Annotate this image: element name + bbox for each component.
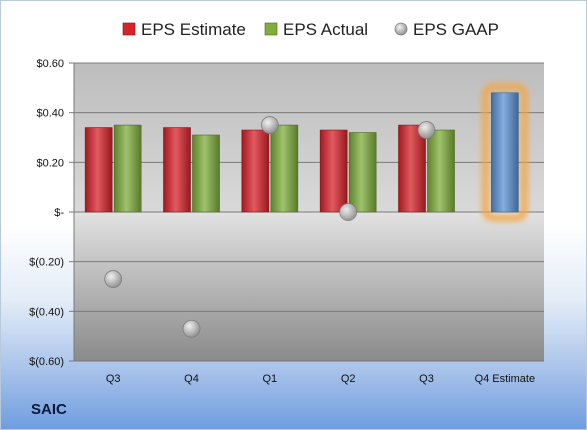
gaap-markers xyxy=(104,116,436,338)
bar-eps-estimate xyxy=(84,127,113,213)
x-category-label: Q4 Estimate xyxy=(475,373,536,385)
bar-q4-estimate xyxy=(491,92,519,213)
eps-gaap-marker xyxy=(182,319,201,338)
y-tick-label: $(0.60) xyxy=(29,356,64,368)
y-tick-label: $0.60 xyxy=(36,58,64,70)
bar-eps-actual xyxy=(192,134,220,213)
bar-eps-estimate xyxy=(398,124,426,213)
x-category-label: Q4 xyxy=(184,373,199,385)
estimate-glow xyxy=(481,83,528,222)
legend-label-eps-gaap: EPS GAAP xyxy=(413,20,499,39)
y-tick-label: $(0.20) xyxy=(29,257,64,269)
y-axis-ticks: $0.60 $0.40 $0.20 $- $(0.20) $(0.40) $(0.60) xyxy=(29,58,74,368)
bar-eps-estimate xyxy=(319,129,348,213)
company-label: SAIC xyxy=(31,401,67,418)
bar-eps-actual xyxy=(113,124,142,213)
eps-gaap-marker xyxy=(417,121,436,139)
y-tick-label: $- xyxy=(54,207,64,219)
x-category-label: Q2 xyxy=(341,373,356,385)
bars xyxy=(84,83,528,222)
legend: EPS Estimate EPS Actual EPS GAAP xyxy=(122,20,499,39)
eps-gaap-marker xyxy=(104,270,123,288)
legend-label-eps-actual: EPS Actual xyxy=(283,20,368,39)
x-category-label: Q3 xyxy=(419,373,434,385)
y-tick-label: $(0.40) xyxy=(29,306,64,318)
eps-gaap-marker xyxy=(339,203,358,221)
bar-eps-estimate xyxy=(241,129,270,213)
bar-eps-actual xyxy=(427,129,455,213)
legend-swatch-eps-actual xyxy=(264,22,278,36)
eps-gaap-marker xyxy=(260,116,279,134)
bar-eps-actual xyxy=(270,124,299,213)
legend-label-eps-estimate: EPS Estimate xyxy=(141,20,246,39)
x-axis-labels: Q3 Q4 Q1 Q2 Q3 Q4 Estimate xyxy=(106,373,535,385)
legend-swatch-eps-estimate xyxy=(122,22,136,36)
legend-swatch-eps-gaap xyxy=(394,22,408,36)
x-category-label: Q1 xyxy=(262,373,277,385)
y-tick-label: $0.20 xyxy=(36,157,64,169)
y-tick-label: $0.40 xyxy=(36,108,64,120)
x-category-label: Q3 xyxy=(106,373,121,385)
bar-eps-actual xyxy=(348,132,377,213)
bar-eps-estimate xyxy=(163,127,191,213)
